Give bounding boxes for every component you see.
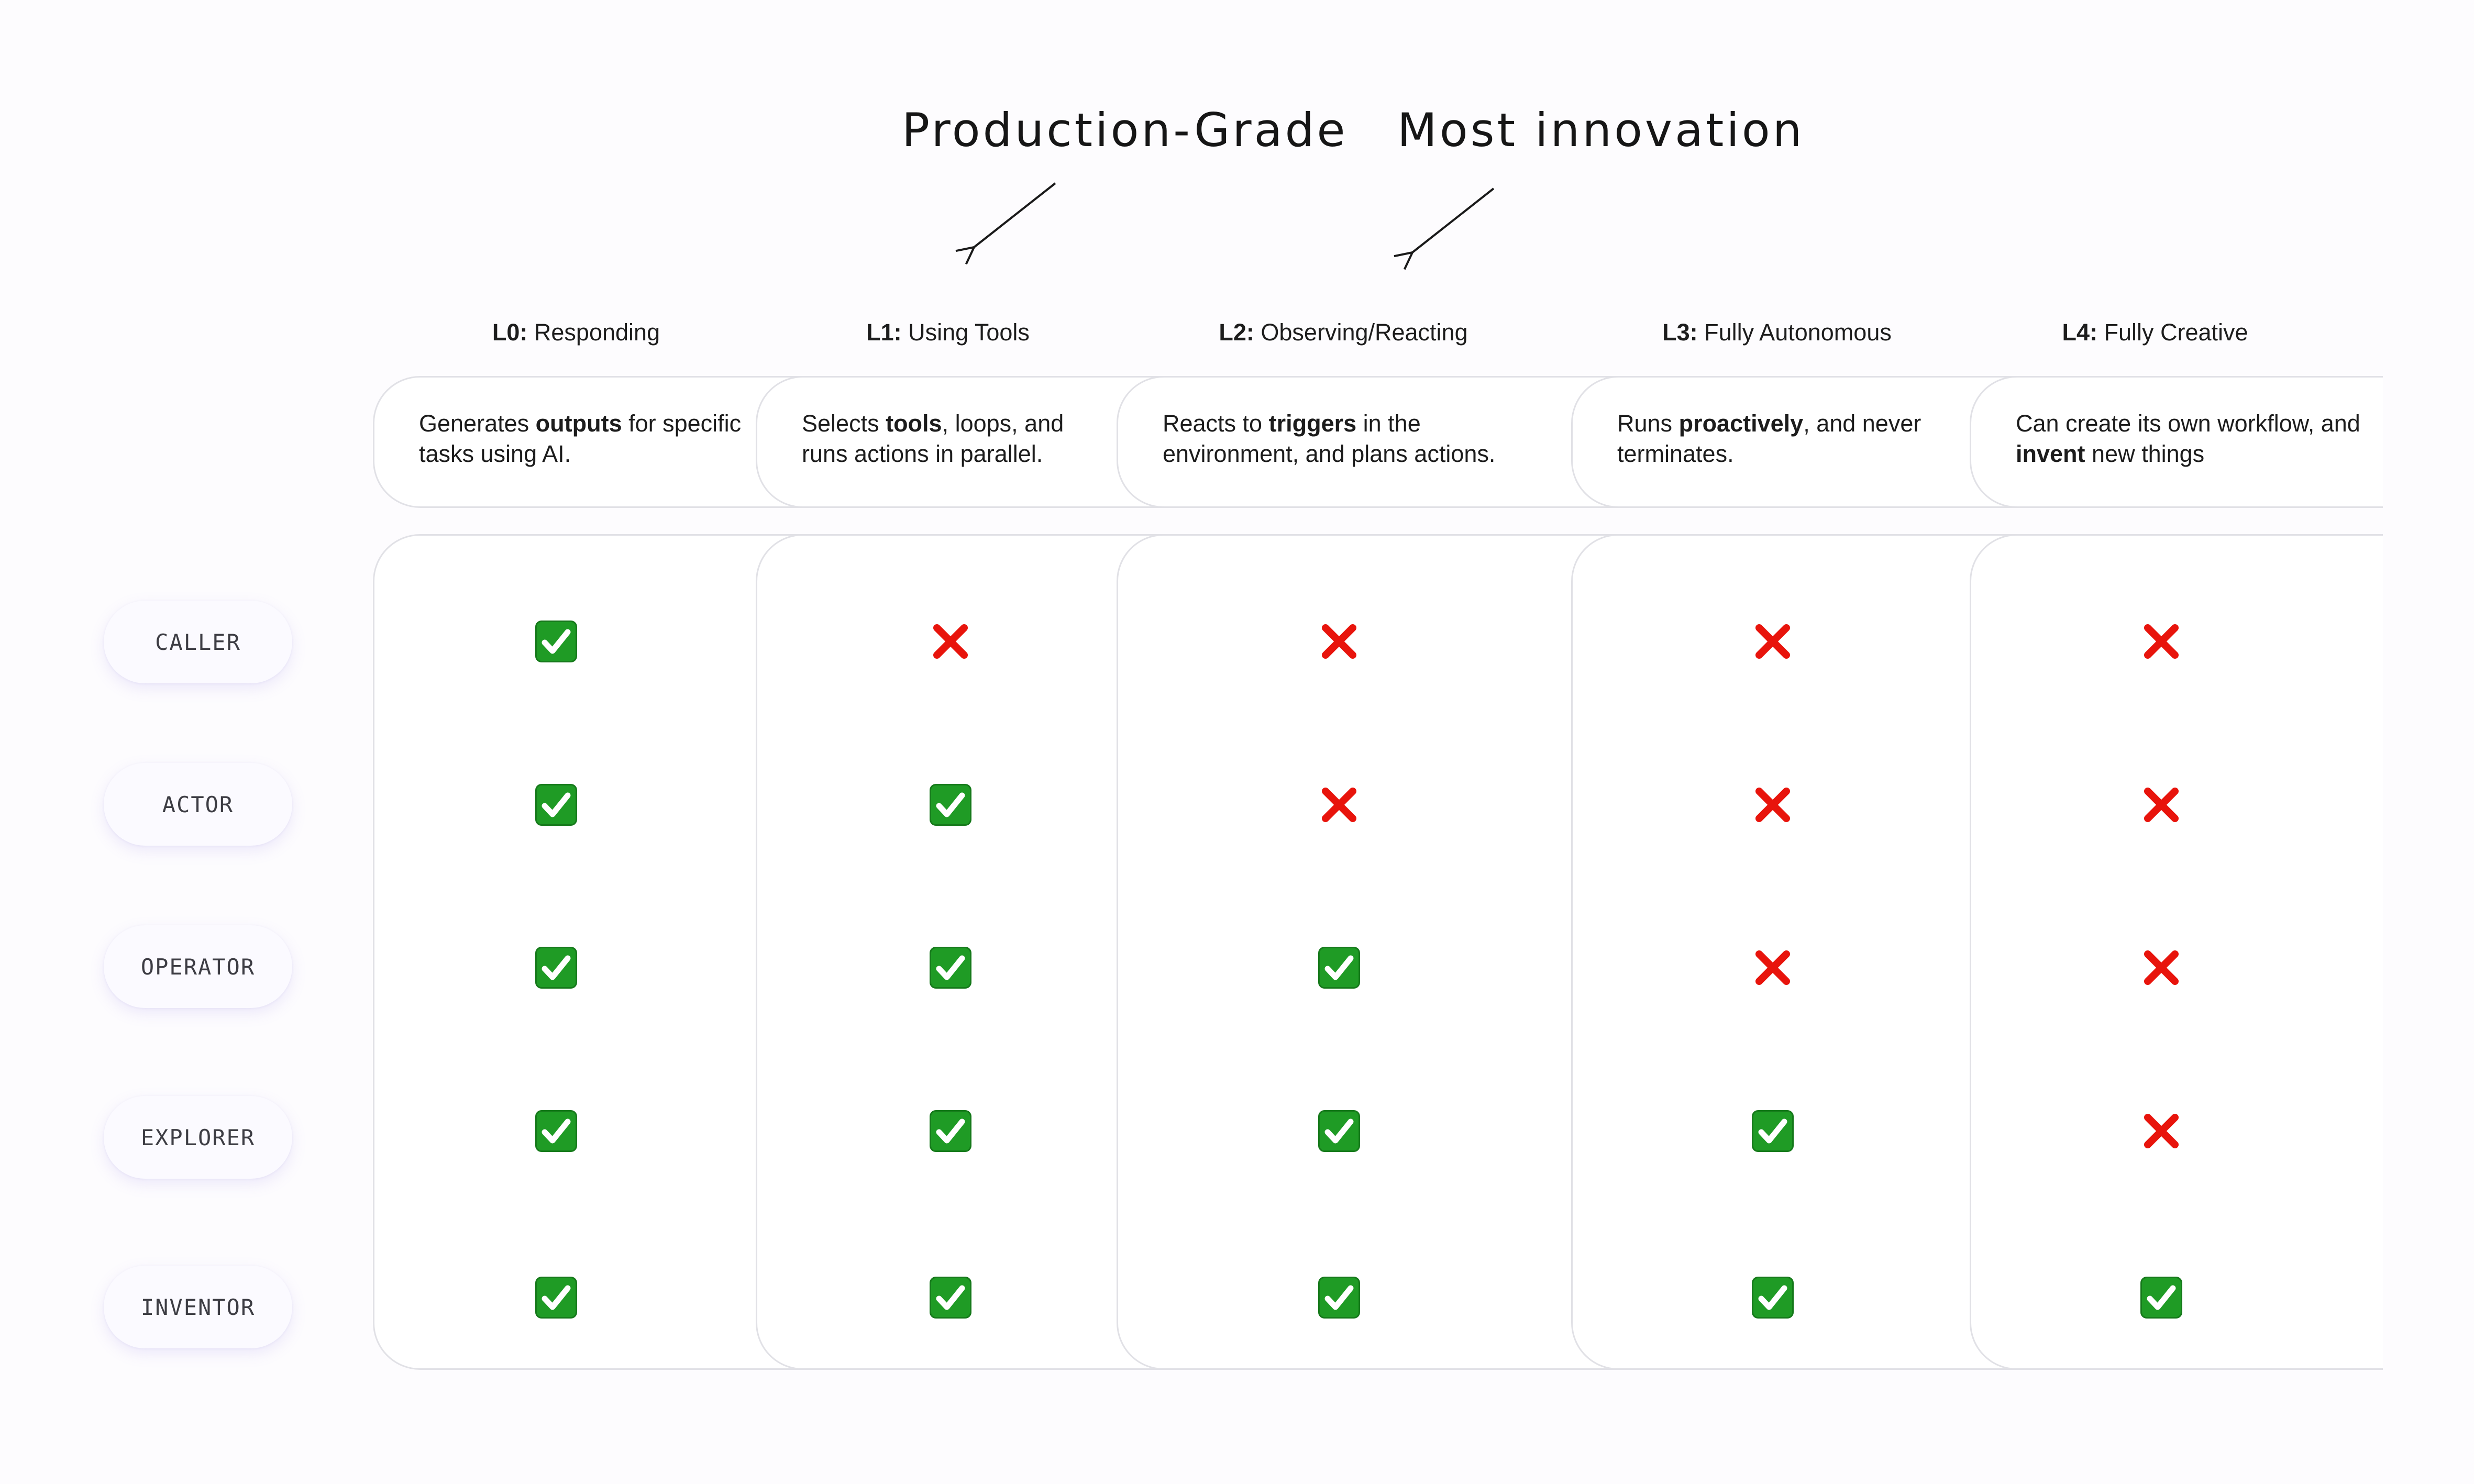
level-name: Observing/Reacting xyxy=(1254,319,1468,346)
role-label: ACTOR xyxy=(162,791,234,817)
level-id: L3: xyxy=(1662,319,1698,346)
role-operator: OPERATOR xyxy=(104,925,292,1008)
cross-mark-icon xyxy=(2140,947,2182,989)
level-name: Fully Autonomous xyxy=(1697,319,1892,346)
role-label: EXPLORER xyxy=(140,1124,256,1150)
column-header-l2: L2: Observing/Reacting xyxy=(1219,320,1467,344)
level-description: Reacts to triggers in the environment, a… xyxy=(1163,408,1560,469)
cross-mark-icon xyxy=(930,621,971,662)
check-mark-icon xyxy=(2140,1277,2182,1319)
check-mark-icon xyxy=(535,947,577,989)
level-id: L2: xyxy=(1219,319,1254,346)
check-mark-icon xyxy=(930,784,971,826)
role-inventor: INVENTOR xyxy=(104,1266,292,1348)
cross-mark-icon xyxy=(2140,784,2182,826)
level-description: Runs proactively, and never terminates. xyxy=(1617,408,1958,469)
description-text: new things xyxy=(2085,440,2205,467)
description-text: Generates xyxy=(419,410,536,437)
role-label: INVENTOR xyxy=(140,1294,256,1320)
check-mark-icon xyxy=(1318,1277,1360,1319)
check-mark-icon xyxy=(1318,947,1360,989)
column-header-l0: L0: Responding xyxy=(492,320,660,344)
role-actor: ACTOR xyxy=(104,763,292,846)
description-text: for specific tasks using AI. xyxy=(419,410,742,467)
description-emphasis: triggers xyxy=(1268,410,1357,437)
level-id: L0: xyxy=(492,319,528,346)
cross-mark-icon xyxy=(2140,621,2182,662)
check-mark-icon xyxy=(930,1110,971,1152)
check-mark-icon xyxy=(930,1277,971,1319)
level-description: Generates outputs for specific tasks usi… xyxy=(419,408,744,469)
level-id: L4: xyxy=(2062,319,2097,346)
most-innovation-annotation: Most innovation xyxy=(1397,103,1805,157)
level-name: Responding xyxy=(527,319,660,346)
column-header-l3: L3: Fully Autonomous xyxy=(1662,320,1892,344)
arrow-icon xyxy=(1412,187,1495,252)
production-grade-annotation: Production-Grade xyxy=(902,103,1348,157)
description-text: in the environment, and plans actions. xyxy=(1163,410,1496,467)
cross-mark-icon xyxy=(1318,621,1360,662)
description-emphasis: outputs xyxy=(535,410,622,437)
description-text: Runs xyxy=(1617,410,1679,437)
cross-mark-icon xyxy=(1752,947,1794,989)
column-header-l1: L1: Using Tools xyxy=(866,320,1030,344)
cross-mark-icon xyxy=(1752,784,1794,826)
check-mark-icon xyxy=(535,621,577,662)
check-mark-icon xyxy=(1752,1110,1794,1152)
role-explorer: EXPLORER xyxy=(104,1096,292,1179)
description-card-l4 xyxy=(1970,376,2383,508)
column-header-l4: L4: Fully Creative xyxy=(2062,320,2248,344)
role-label: CALLER xyxy=(155,629,241,655)
check-mark-icon xyxy=(535,784,577,826)
check-mark-icon xyxy=(930,947,971,989)
description-text: Selects xyxy=(802,410,886,437)
level-name: Using Tools xyxy=(901,319,1030,346)
description-emphasis: tools xyxy=(886,410,942,437)
description-emphasis: proactively xyxy=(1678,410,1804,437)
description-text: Reacts to xyxy=(1163,410,1269,437)
check-mark-icon xyxy=(1318,1110,1360,1152)
level-name: Fully Creative xyxy=(2097,319,2248,346)
role-label: OPERATOR xyxy=(140,954,256,980)
cross-mark-icon xyxy=(1752,621,1794,662)
check-mark-icon xyxy=(1752,1277,1794,1319)
cross-mark-icon xyxy=(2140,1110,2182,1152)
description-text: Can create its own workflow, and xyxy=(2016,410,2360,437)
level-description: Selects tools, loops, and runs actions i… xyxy=(802,408,1105,469)
description-text: , loops, and runs actions in parallel. xyxy=(802,410,1064,467)
level-description: Can create its own workflow, and invent … xyxy=(2016,408,2371,469)
cross-mark-icon xyxy=(1318,784,1360,826)
check-mark-icon xyxy=(535,1110,577,1152)
check-mark-icon xyxy=(535,1277,577,1319)
description-text: , and never terminates. xyxy=(1617,410,1921,467)
role-caller: CALLER xyxy=(104,601,292,683)
arrow-icon xyxy=(974,182,1056,247)
description-emphasis: invent xyxy=(2016,440,2085,467)
level-id: L1: xyxy=(866,319,902,346)
